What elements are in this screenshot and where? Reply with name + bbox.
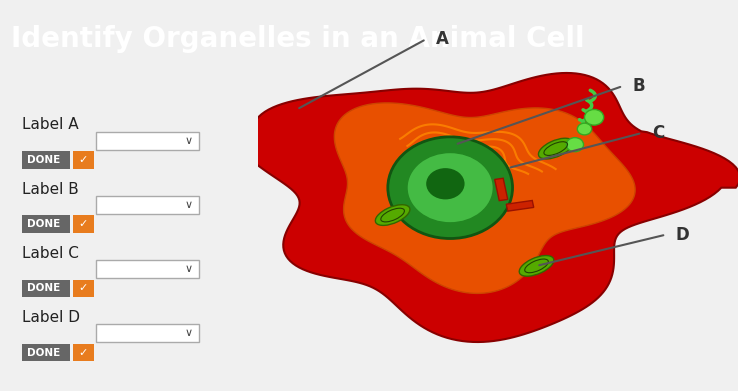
- Bar: [506, 201, 534, 211]
- Polygon shape: [233, 73, 738, 342]
- FancyBboxPatch shape: [73, 151, 94, 169]
- Text: DONE: DONE: [27, 348, 61, 357]
- Text: DONE: DONE: [27, 155, 61, 165]
- Text: Label B: Label B: [22, 181, 79, 197]
- Text: ✓: ✓: [79, 348, 88, 357]
- Text: Identify Organelles in an Animal Cell: Identify Organelles in an Animal Cell: [11, 25, 584, 53]
- Text: ✓: ✓: [79, 283, 88, 293]
- Ellipse shape: [520, 256, 554, 276]
- Text: ∨: ∨: [184, 136, 193, 146]
- Text: ∨: ∨: [184, 264, 193, 274]
- FancyBboxPatch shape: [73, 280, 94, 297]
- FancyBboxPatch shape: [96, 260, 199, 278]
- Text: DONE: DONE: [27, 219, 61, 229]
- Circle shape: [584, 109, 604, 125]
- Text: C: C: [652, 124, 664, 142]
- Text: ✓: ✓: [79, 155, 88, 165]
- Text: ∨: ∨: [184, 200, 193, 210]
- Circle shape: [577, 123, 592, 135]
- FancyBboxPatch shape: [73, 344, 94, 361]
- Circle shape: [388, 137, 513, 239]
- Ellipse shape: [376, 205, 410, 225]
- Text: Label D: Label D: [22, 310, 80, 325]
- Polygon shape: [334, 103, 635, 293]
- FancyBboxPatch shape: [96, 132, 199, 150]
- Text: D: D: [676, 226, 689, 244]
- FancyBboxPatch shape: [73, 215, 94, 233]
- Text: B: B: [632, 77, 645, 95]
- Text: ✓: ✓: [79, 219, 88, 229]
- Text: DONE: DONE: [27, 283, 61, 293]
- Text: ∨: ∨: [184, 328, 193, 338]
- FancyBboxPatch shape: [96, 196, 199, 214]
- FancyBboxPatch shape: [96, 325, 199, 342]
- FancyBboxPatch shape: [22, 344, 70, 361]
- FancyBboxPatch shape: [22, 215, 70, 233]
- Circle shape: [566, 138, 584, 152]
- FancyBboxPatch shape: [22, 151, 70, 169]
- Ellipse shape: [539, 138, 573, 159]
- Circle shape: [407, 152, 493, 223]
- Circle shape: [427, 168, 465, 199]
- Text: A: A: [435, 30, 449, 48]
- Bar: [494, 178, 508, 201]
- Text: Label C: Label C: [22, 246, 79, 261]
- FancyBboxPatch shape: [22, 280, 70, 297]
- Text: Label A: Label A: [22, 117, 79, 133]
